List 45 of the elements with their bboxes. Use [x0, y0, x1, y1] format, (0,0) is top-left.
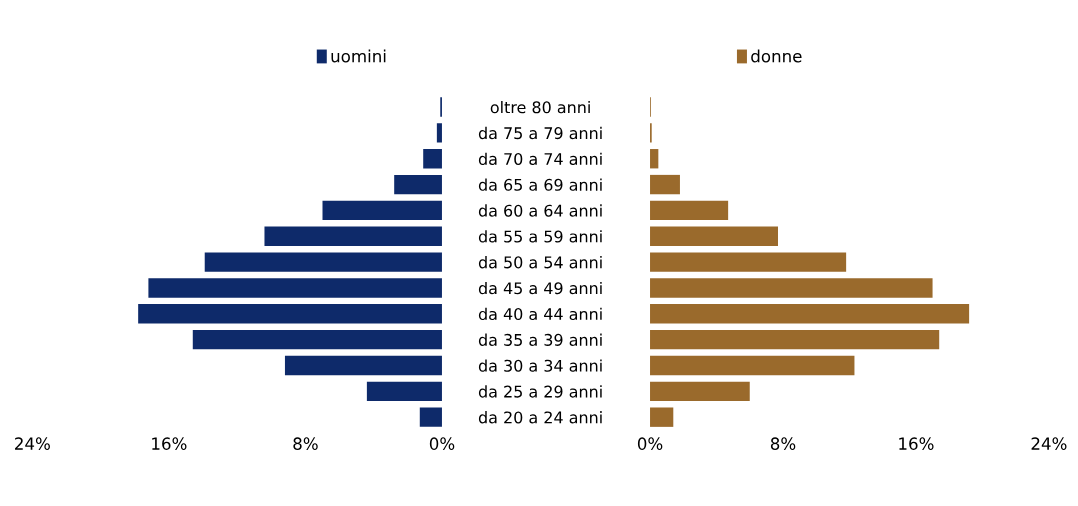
bar — [148, 278, 442, 298]
x-tick-label: 24% — [1031, 437, 1067, 450]
y-tick-label: da 40 a 44 anni — [478, 307, 602, 321]
bar — [650, 226, 778, 246]
y-tick-label: da 45 a 49 anni — [478, 281, 602, 295]
bar — [264, 226, 442, 246]
x-tick-label: 8% — [293, 437, 318, 450]
y-tick-label: da 55 a 59 anni — [478, 230, 602, 243]
bar — [650, 407, 674, 427]
y-tick-label: da 65 a 69 anni — [478, 178, 602, 191]
bar — [138, 304, 442, 324]
x-tick-label: 8% — [770, 437, 796, 450]
bar — [284, 355, 442, 376]
y-tick-label: oltre 80 anni — [490, 100, 590, 114]
y-tick-label: da 20 a 24 anni — [478, 411, 602, 424]
bar — [419, 407, 442, 427]
x-tick-label: 0% — [429, 437, 455, 450]
bar — [650, 200, 729, 221]
x-tick-label: 16% — [899, 437, 934, 450]
y-tick-label: da 30 a 34 anni — [478, 359, 602, 372]
bar — [322, 200, 442, 221]
x-tick-label: 24% — [15, 437, 50, 450]
bar — [394, 174, 442, 195]
bar — [650, 381, 750, 402]
bar — [650, 252, 847, 272]
bar — [204, 252, 442, 272]
bar — [650, 174, 680, 195]
bar — [650, 304, 970, 324]
y-tick-label: da 75 a 79 anni — [478, 126, 602, 140]
bar — [650, 149, 659, 169]
bar — [650, 278, 933, 298]
y-tick-label: da 25 a 29 anni — [478, 385, 602, 398]
y-tick-label: da 60 a 64 anni — [478, 204, 602, 217]
bar — [366, 381, 442, 402]
y-tick-label: da 35 a 39 anni — [478, 333, 602, 346]
bar — [192, 329, 442, 350]
y-tick-label: da 70 a 74 anni — [478, 152, 602, 166]
x-tick-label: 16% — [152, 437, 187, 450]
y-tick-label: da 50 a 54 anni — [478, 256, 602, 269]
bar — [423, 149, 442, 169]
legend-label: uomini — [331, 49, 386, 63]
bar — [650, 355, 855, 376]
x-tick-label: 0% — [637, 437, 663, 450]
legend-label: donne — [751, 49, 802, 63]
bar — [650, 329, 940, 350]
